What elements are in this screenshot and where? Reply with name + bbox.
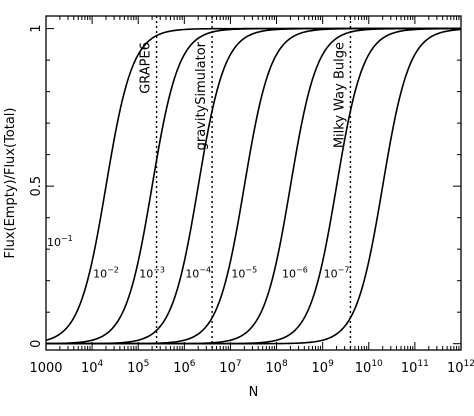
curve-label-6: 10−6 [282,266,308,281]
marker-line-label-1: GRAPE6 [139,42,154,94]
curve-label-1: 10−1 [47,234,73,249]
curve-series-5 [46,27,461,345]
curve-series-4 [46,27,461,345]
x-tick-label: 109 [312,359,335,376]
marker-line-label-3: Milky Way Bulge [332,42,347,148]
x-tick-label: 105 [127,359,149,376]
curve-series-2 [45,27,461,345]
curve-label-2: 10−2 [93,266,119,281]
x-tick-label: 107 [219,359,241,376]
curve-label-7: 10−7 [324,266,350,281]
curve-series-6 [46,27,462,345]
x-tick-label: 106 [173,359,196,376]
x-tick-label: 104 [81,359,104,376]
x-tick-label: 1012 [447,359,474,376]
y-axis-label: Flux(Empty)/Flux(Total) [3,108,18,259]
chart: 1000 104 105 106 107 108 109 1010 1011 1012 0 0.5 1 1… [3,15,474,400]
x-axis-label: N [249,385,259,400]
tick-layer [45,16,462,350]
curve-label-5: 10−5 [231,266,257,281]
y-tick-label: 0.5 [29,176,44,197]
curve-series-3 [46,27,461,345]
marker-line-label-2: gravitySimulator [194,41,209,150]
cropped-caption-text [0,406,474,416]
curve-layer [45,27,462,345]
x-tick-label: 1011 [401,359,429,376]
x-tick-label: 1000 [29,361,62,376]
y-tick-label: 0 [29,340,44,348]
curve-series-7 [46,28,462,345]
label-layer: 1000 104 105 106 107 108 109 1010 1011 1012 0 0.5 1 1… [29,24,474,376]
x-tick-label: 1010 [355,359,383,376]
marker-line-layer [155,16,352,350]
x-tick-label: 108 [265,359,288,376]
plot-frame [45,15,462,351]
curve-label-3: 10−3 [139,266,165,281]
curve-label-4: 10−4 [185,266,211,281]
curve-series-1 [45,27,461,341]
y-tick-label: 1 [29,24,44,32]
